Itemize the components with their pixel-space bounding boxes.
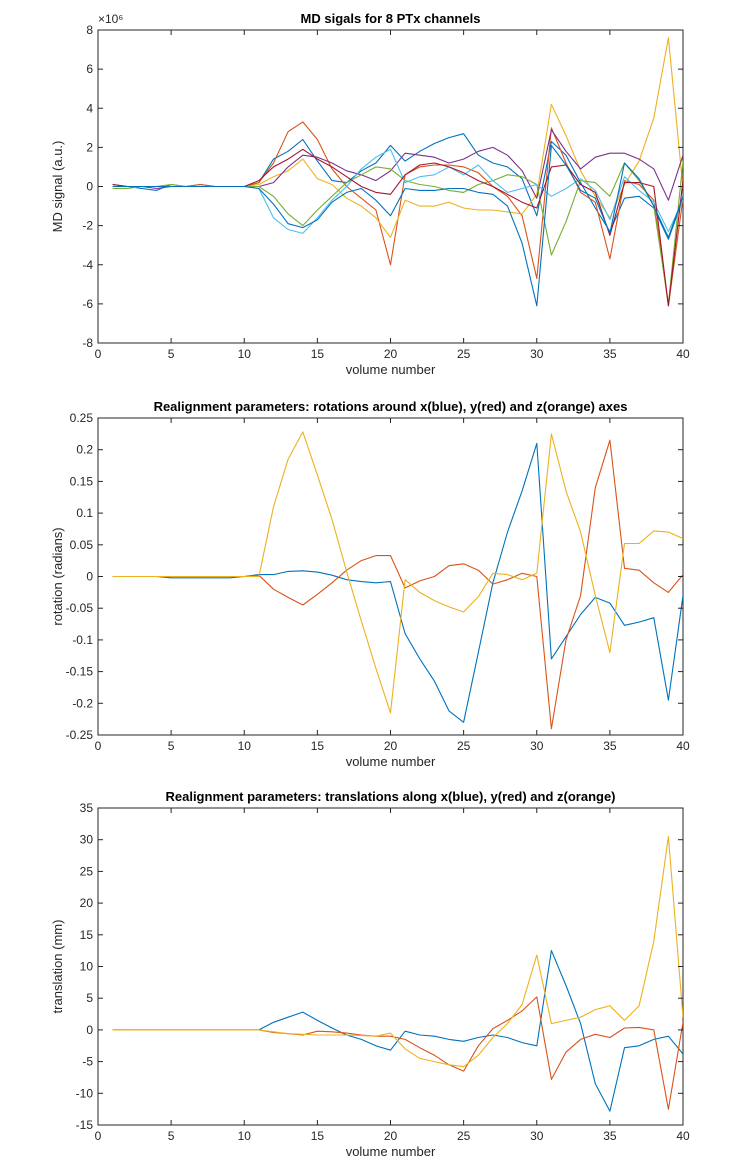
x-axis-label: volume number — [346, 754, 436, 769]
y-tick-label: 0.25 — [70, 411, 94, 425]
y-tick-label: -0.15 — [66, 665, 94, 679]
y-tick-label: -0.05 — [66, 601, 94, 615]
y-tick-label: 0 — [86, 1023, 93, 1037]
chart-title: MD sigals for 8 PTx channels — [301, 11, 481, 26]
x-tick-label: 20 — [384, 1129, 398, 1143]
x-tick-label: 10 — [238, 739, 252, 753]
x-tick-label: 40 — [676, 739, 690, 753]
series-group — [112, 835, 683, 1112]
plot-area — [97, 807, 684, 1126]
x-tick-label: 40 — [676, 1129, 690, 1143]
y-tick-label: -2 — [82, 219, 93, 233]
x-tick-label: 0 — [95, 739, 102, 753]
y-exponent-label: ×10⁶ — [98, 12, 123, 26]
y-tick-label: 0.05 — [70, 538, 94, 552]
series-group — [112, 37, 683, 307]
y-tick-label: 4 — [86, 101, 93, 115]
x-tick-label: 25 — [457, 347, 471, 361]
chart-3: 0 5 10 15 20 25 30 35 40 -15 -10 -5 0 5 10 15 20 25 30 35 Re… — [50, 789, 690, 1159]
x-tick-label: 15 — [311, 347, 325, 361]
x-tick-label: 30 — [530, 739, 544, 753]
x-tick-label: 35 — [603, 739, 617, 753]
y-tick-label: 0.15 — [70, 474, 94, 488]
y-tick-label: 0 — [86, 180, 93, 194]
y-tick-label: -0.25 — [66, 728, 94, 742]
y-tick-label: -0.2 — [72, 696, 93, 710]
y-tick-label: 10 — [80, 960, 94, 974]
y-tick-label: 0.1 — [76, 506, 93, 520]
chart-title: Realignment parameters: translations alo… — [165, 789, 615, 804]
x-tick-label: 5 — [168, 1129, 175, 1143]
x-tick-label: 10 — [238, 1129, 252, 1143]
x-tick-label: 40 — [676, 347, 690, 361]
y-tick-label: -0.1 — [72, 633, 93, 647]
x-tick-label: 20 — [384, 739, 398, 753]
x-tick-label: 0 — [95, 347, 102, 361]
x-tick-label: 10 — [238, 347, 252, 361]
x-tick-label: 0 — [95, 1129, 102, 1143]
y-axis-label: translation (mm) — [50, 920, 65, 1014]
x-tick-label: 5 — [168, 347, 175, 361]
x-axis-label: volume number — [346, 362, 436, 377]
x-tick-label: 25 — [457, 739, 471, 753]
y-tick-label: -15 — [76, 1118, 94, 1132]
y-tick-label: 35 — [80, 801, 94, 815]
chart-2: 0 5 10 15 20 25 30 35 40 -0.25 -0.2 -0.15 -0.1 -0.05 0… — [50, 399, 690, 769]
y-tick-label: 5 — [86, 991, 93, 1005]
y-tick-label: 0 — [86, 570, 93, 584]
y-tick-label: 30 — [80, 833, 94, 847]
series-line-8 — [112, 144, 683, 307]
x-tick-label: 35 — [603, 347, 617, 361]
y-tick-label: -10 — [76, 1086, 94, 1100]
y-tick-label: -5 — [82, 1055, 93, 1069]
x-tick-label: 15 — [311, 739, 325, 753]
y-tick-label: 8 — [86, 23, 93, 37]
x-axis-label: volume number — [346, 1144, 436, 1159]
x-tick-label: 30 — [530, 1129, 544, 1143]
x-tick-label: 35 — [603, 1129, 617, 1143]
y-axis-label: MD signal (a.u.) — [50, 141, 65, 233]
y-tick-label: -4 — [82, 258, 93, 272]
chart-title: Realignment parameters: rotations around… — [154, 399, 628, 414]
y-tick-label: 0.2 — [76, 443, 93, 457]
x-tick-label: 20 — [384, 347, 398, 361]
series-group — [112, 431, 683, 730]
y-tick-label: 25 — [80, 864, 94, 878]
y-tick-label: 6 — [86, 62, 93, 76]
chart-1: 0 5 10 15 20 25 30 35 40 -8 -6 -4 -2 0 2 4 6 8 MD sigals f… — [50, 11, 690, 377]
y-tick-label: -6 — [82, 297, 93, 311]
y-tick-label: -8 — [82, 336, 93, 350]
y-axis-label: rotation (radians) — [50, 527, 65, 625]
x-tick-label: 5 — [168, 739, 175, 753]
series-line-1 — [112, 442, 683, 723]
x-tick-label: 25 — [457, 1129, 471, 1143]
x-tick-label: 30 — [530, 347, 544, 361]
y-tick-label: 20 — [80, 896, 94, 910]
y-tick-label: 15 — [80, 928, 94, 942]
y-tick-label: 2 — [86, 140, 93, 154]
x-tick-label: 15 — [311, 1129, 325, 1143]
series-line-3 — [112, 431, 683, 714]
series-line-3 — [112, 835, 683, 1068]
